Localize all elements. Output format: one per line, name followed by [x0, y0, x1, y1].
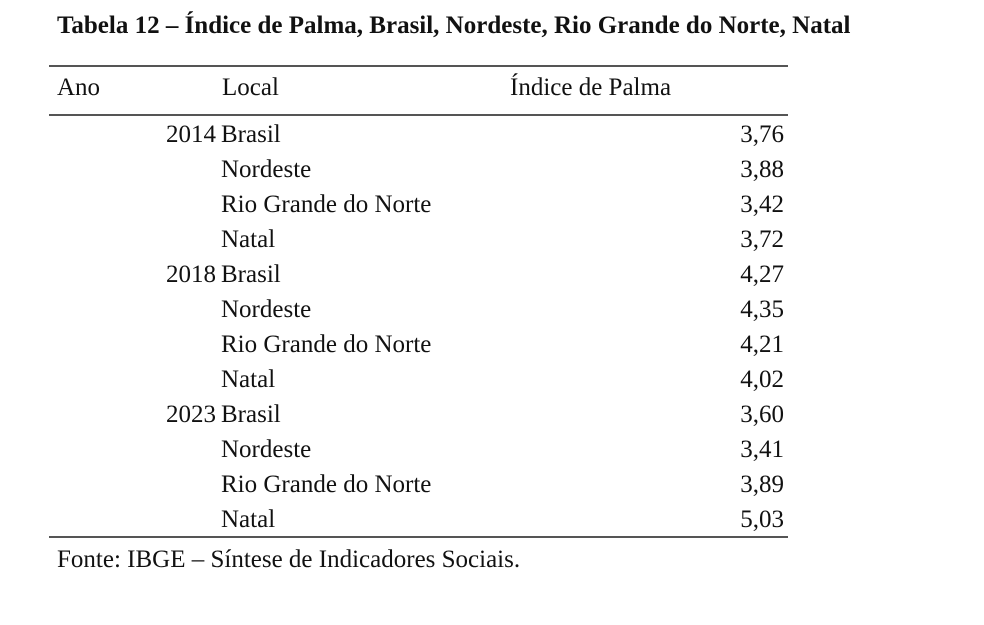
cell-local: Nordeste — [221, 436, 312, 463]
table-row: Rio Grande do Norte 4,21 — [0, 327, 984, 362]
table-row: Natal 5,03 — [0, 502, 984, 537]
cell-year: 2023 — [166, 401, 216, 428]
table-top-rule — [49, 65, 788, 67]
cell-local: Rio Grande do Norte — [221, 471, 432, 498]
column-header-local: Local — [222, 74, 279, 101]
cell-value: 3,60 — [740, 401, 784, 428]
table-row: 2014 Brasil 3,76 — [0, 117, 984, 152]
cell-local: Rio Grande do Norte — [221, 191, 432, 218]
table-source-note: Fonte: IBGE – Síntese de Indicadores Soc… — [57, 546, 521, 573]
cell-value: 3,88 — [740, 156, 784, 183]
table-row: Natal 3,72 — [0, 222, 984, 257]
column-header-year: Ano — [57, 74, 101, 101]
table-row: Rio Grande do Norte 3,42 — [0, 187, 984, 222]
cell-value: 3,41 — [740, 436, 784, 463]
table-row: Rio Grande do Norte 3,89 — [0, 467, 984, 502]
cell-value: 3,89 — [740, 471, 784, 498]
table-bottom-rule — [49, 536, 788, 538]
cell-local: Natal — [221, 506, 276, 533]
table-row: Natal 4,02 — [0, 362, 984, 397]
cell-year: 2014 — [166, 121, 216, 148]
cell-local: Brasil — [221, 121, 281, 148]
cell-local: Natal — [221, 366, 276, 393]
cell-local: Nordeste — [221, 296, 312, 323]
cell-year: 2018 — [166, 261, 216, 288]
table-body: 2014 Brasil 3,76 Nordeste 3,88 Rio Grand… — [0, 117, 984, 537]
table-row: Nordeste 3,88 — [0, 152, 984, 187]
cell-value: 3,72 — [740, 226, 784, 253]
table-row: 2023 Brasil 3,60 — [0, 397, 984, 432]
table-header-rule — [49, 114, 788, 116]
cell-value: 4,02 — [740, 366, 784, 393]
cell-local: Nordeste — [221, 156, 312, 183]
cell-value: 4,27 — [740, 261, 784, 288]
cell-value: 3,76 — [740, 121, 784, 148]
cell-value: 3,42 — [740, 191, 784, 218]
table-title: Tabela 12 – Índice de Palma, Brasil, Nor… — [57, 12, 851, 39]
cell-local: Rio Grande do Norte — [221, 331, 432, 358]
column-header-palma-index: Índice de Palma — [510, 74, 672, 101]
table-row: 2018 Brasil 4,27 — [0, 257, 984, 292]
cell-local: Natal — [221, 226, 276, 253]
cell-value: 4,35 — [740, 296, 784, 323]
cell-local: Brasil — [221, 261, 281, 288]
table-row: Nordeste 3,41 — [0, 432, 984, 467]
table-row: Nordeste 4,35 — [0, 292, 984, 327]
cell-value: 5,03 — [740, 506, 784, 533]
cell-local: Brasil — [221, 401, 281, 428]
cell-value: 4,21 — [740, 331, 784, 358]
